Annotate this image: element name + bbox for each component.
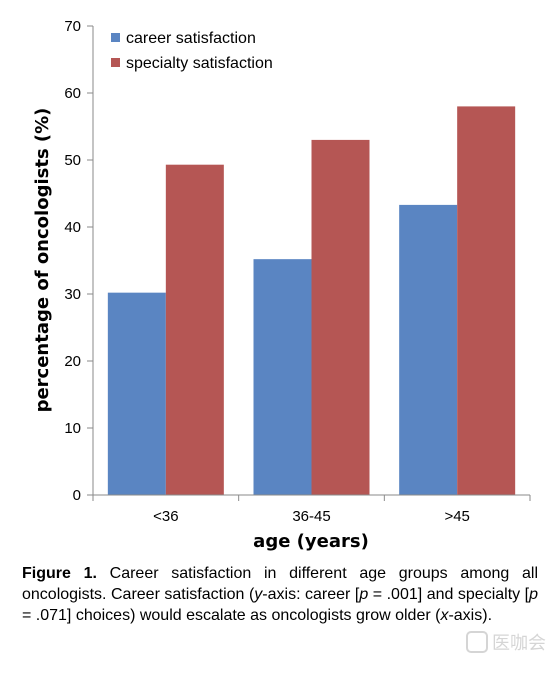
legend-swatch-career-satisfaction — [111, 33, 120, 42]
bars-group — [107, 106, 516, 496]
x-tick-label: >45 — [444, 508, 469, 525]
y-tick-label: 0 — [73, 487, 81, 504]
y-axis-title: percentage of oncologists (%) — [32, 108, 53, 413]
caption-text-3: = .001] and specialty [ — [368, 586, 530, 603]
figure-caption: Figure 1. Career satisfaction in differe… — [22, 563, 538, 626]
x-axis: <36 36-45 >45 — [92, 494, 531, 525]
caption-text-4: = .071] choices) would escalate as oncol… — [22, 607, 441, 624]
legend-label-career-satisfaction: career satisfaction — [126, 30, 256, 47]
legend: career satisfaction specialty satisfactio… — [111, 30, 273, 72]
y-tick-label: 60 — [64, 85, 81, 102]
y-tick-label: 20 — [64, 353, 81, 370]
caption-x-var: x — [440, 607, 449, 624]
bar-career-satisfaction-2 — [399, 204, 458, 495]
watermark-text: 医咖会 — [492, 633, 546, 654]
y-tick-label: 10 — [64, 420, 81, 437]
bar-career-satisfaction-1 — [253, 259, 312, 495]
legend-swatch-specialty-satisfaction — [111, 58, 120, 67]
bar-specialty-satisfaction-2 — [457, 106, 516, 496]
caption-label: Figure 1. — [22, 565, 97, 582]
y-tick-label: 50 — [64, 152, 81, 169]
bar-career-satisfaction-0 — [107, 292, 166, 495]
caption-p-2: p — [529, 586, 539, 603]
caption-text-2: -axis: career [ — [262, 586, 360, 603]
caption-text-1: Career satisfaction in different age gro… — [22, 565, 538, 603]
caption-y-var: y — [254, 586, 263, 603]
x-tick-label: <36 — [153, 508, 178, 525]
y-axis: 0 10 20 30 40 50 60 70 — [64, 18, 94, 504]
bar-specialty-satisfaction-1 — [311, 139, 370, 495]
legend-label-specialty-satisfaction: specialty satisfaction — [126, 55, 273, 72]
x-axis-title: age (years) — [253, 531, 369, 552]
x-tick-label: 36-45 — [292, 508, 330, 525]
y-tick-label: 70 — [64, 18, 81, 35]
y-tick-label: 30 — [64, 286, 81, 303]
y-tick-label: 40 — [64, 219, 81, 236]
watermark-logo-icon — [466, 631, 488, 653]
caption-p-1: p — [359, 586, 369, 603]
bar-chart: 0 10 20 30 40 50 60 70 <36 36-45 >45 career satis… — [32, 18, 531, 552]
caption-text-5: -axis). — [448, 607, 493, 624]
bar-specialty-satisfaction-0 — [165, 164, 224, 495]
watermark: 医咖会 — [466, 629, 546, 655]
